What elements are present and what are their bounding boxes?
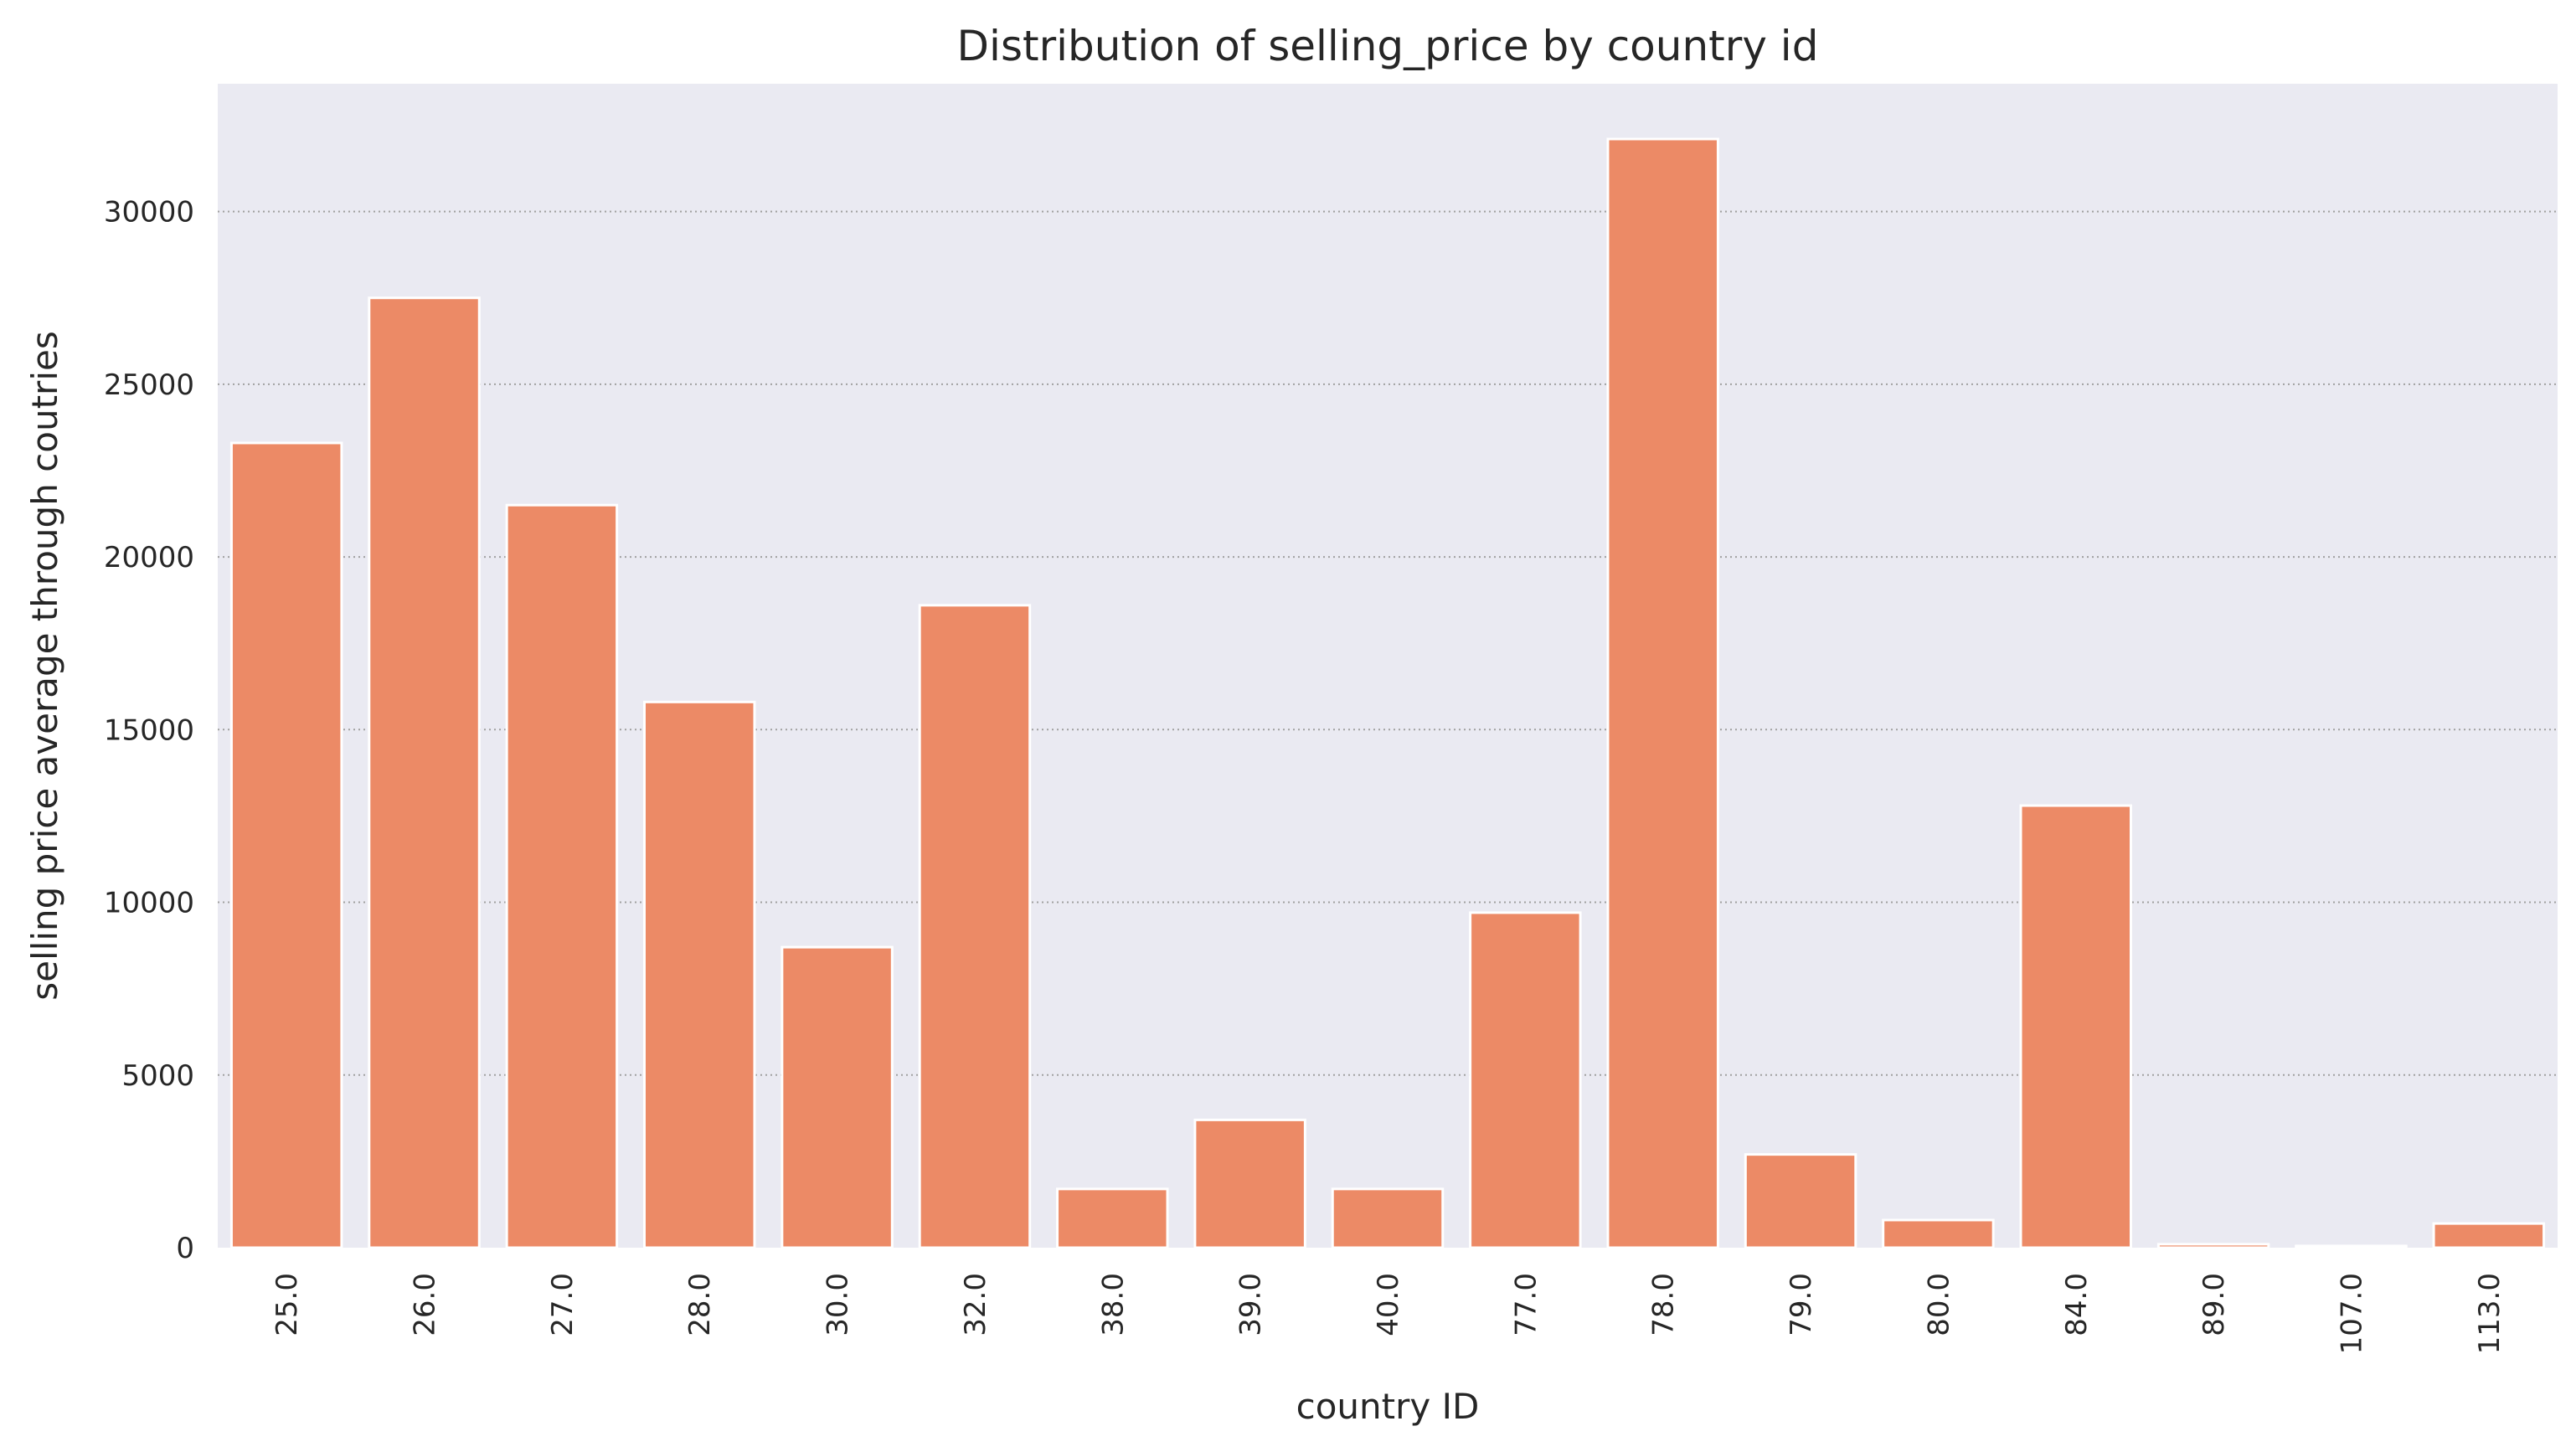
x-tick-label: 32.0 (959, 1273, 992, 1336)
x-tick-label: 113.0 (2473, 1273, 2506, 1354)
x-tick-label: 84.0 (2060, 1273, 2094, 1336)
x-tick-label: 80.0 (1922, 1273, 1955, 1336)
x-tick-label: 40.0 (1372, 1273, 1405, 1336)
bar-40.0 (1331, 1187, 1445, 1249)
bar-26.0 (368, 296, 481, 1249)
bar-89.0 (2156, 1243, 2270, 1249)
bar-25.0 (229, 441, 343, 1249)
bar-28.0 (642, 700, 756, 1249)
y-tick-label: 15000 (104, 713, 194, 747)
y-tick-label: 25000 (104, 368, 194, 402)
x-tick-label: 27.0 (546, 1273, 580, 1336)
chart-title: Distribution of selling_price by country… (957, 22, 1819, 70)
x-tick-label: 78.0 (1647, 1273, 1681, 1336)
bar-39.0 (1193, 1118, 1306, 1249)
grid-lines (218, 210, 2558, 1076)
bar-78.0 (1606, 137, 1719, 1249)
bar-30.0 (781, 945, 894, 1249)
x-tick-label: 77.0 (1509, 1273, 1543, 1336)
bar-77.0 (1469, 911, 1582, 1249)
y-tick-labels: 0 5000 10000 15000 20000 25000 30000 (104, 196, 194, 1265)
x-tick-label: 107.0 (2335, 1273, 2368, 1354)
y-tick-label: 0 (176, 1232, 194, 1265)
bar-79.0 (1744, 1153, 1857, 1249)
x-tick-label: 25.0 (270, 1273, 304, 1336)
x-tick-label: 79.0 (1785, 1273, 1818, 1336)
x-tick-label: 26.0 (409, 1273, 442, 1336)
bar-32.0 (918, 604, 1032, 1249)
y-tick-label: 5000 (121, 1059, 194, 1093)
bar-80.0 (1882, 1218, 1995, 1249)
x-tick-label: 39.0 (1234, 1273, 1268, 1336)
x-tick-labels: 25.0 26.0 27.0 28.0 30.0 32.0 38.0 39.0 40.0 77.0… (270, 1273, 2506, 1354)
bar-27.0 (505, 503, 619, 1249)
y-tick-label: 30000 (104, 196, 194, 229)
x-tick-label: 30.0 (822, 1273, 855, 1336)
bar-38.0 (1056, 1187, 1169, 1249)
x-tick-label: 28.0 (683, 1273, 717, 1336)
x-tick-label: 89.0 (2197, 1273, 2231, 1336)
y-tick-label: 10000 (104, 887, 194, 920)
y-tick-label: 20000 (104, 541, 194, 574)
bar-107.0 (2295, 1244, 2408, 1249)
bars (229, 137, 2546, 1249)
x-tick-label: 38.0 (1096, 1273, 1130, 1336)
y-axis-label: selling price average through coutries (24, 331, 65, 1000)
bar-113.0 (2432, 1222, 2546, 1249)
x-axis-label: country ID (1296, 1386, 1480, 1427)
bar-84.0 (2019, 804, 2133, 1249)
